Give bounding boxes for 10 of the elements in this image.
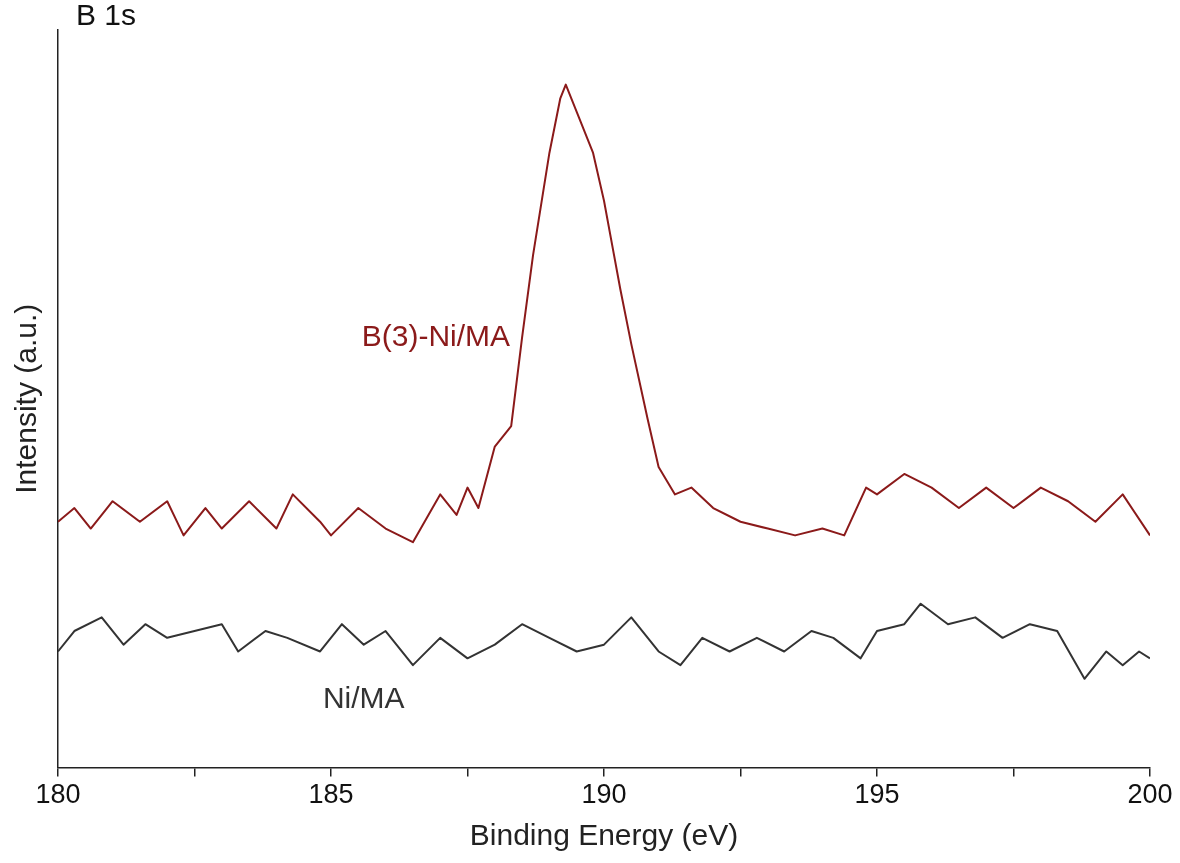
x-tick-label: 200 <box>1127 779 1173 810</box>
series-label: B(3)-Ni/MA <box>361 318 511 352</box>
x-tick-label: 190 <box>581 779 627 810</box>
x-tick-label: 195 <box>854 779 900 810</box>
x-tick-label: 185 <box>308 779 354 810</box>
series-label: Ni/MA <box>322 680 405 714</box>
text: B 1s <box>76 0 137 32</box>
x-tick-label: 180 <box>35 779 81 810</box>
y-axis-title: Intensity (a.u.) <box>9 303 43 494</box>
x-axis-title: Binding Energy (eV) <box>469 818 739 852</box>
